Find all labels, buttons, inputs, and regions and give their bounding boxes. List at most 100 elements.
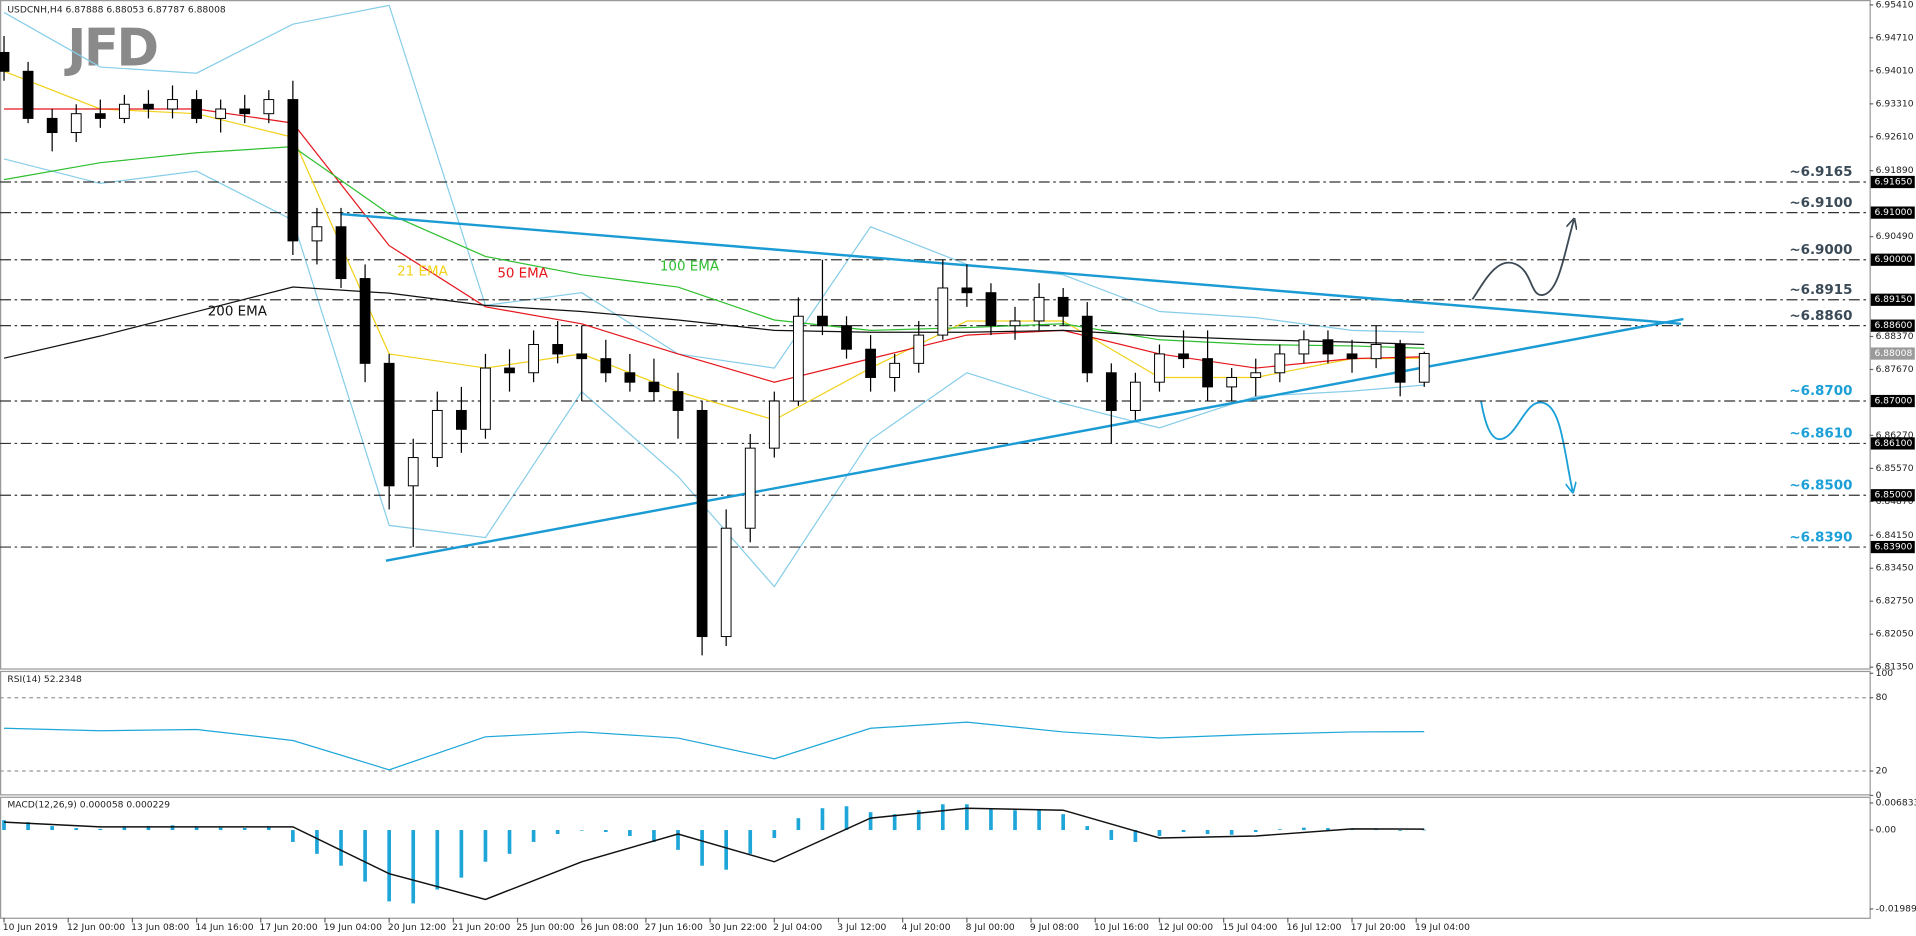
x-tick-label: 19 Jul 04:00 xyxy=(1415,922,1470,933)
macd-bar xyxy=(194,826,199,831)
candle-body xyxy=(1418,352,1430,383)
candle-body xyxy=(335,226,347,280)
candle-body xyxy=(191,99,202,119)
macd-bar xyxy=(868,812,873,831)
macd-bar xyxy=(2,820,6,831)
x-tick-label: 13 Jun 08:00 xyxy=(131,922,189,933)
candle-body xyxy=(1033,296,1045,322)
macd-bar xyxy=(916,810,921,831)
candle-body xyxy=(287,99,299,242)
macd-bar xyxy=(242,828,247,831)
ema-label: 21 EMA xyxy=(397,264,448,279)
macd-bar xyxy=(411,830,416,904)
macd-bar xyxy=(555,830,560,835)
level-axis-label: 6.86100 xyxy=(1874,438,1912,449)
macd-bar xyxy=(989,808,993,831)
candle-body xyxy=(648,381,660,393)
x-tick-label: 17 Jun 20:00 xyxy=(260,922,318,933)
rsi-panel-frame xyxy=(0,670,1871,796)
candle-body xyxy=(768,400,780,449)
macd-bar xyxy=(1157,830,1162,836)
macd-bar xyxy=(1061,814,1065,831)
x-tick-label: 4 Jul 20:00 xyxy=(901,922,950,933)
y-tick-label: 0.00 xyxy=(1876,825,1897,836)
x-tick-label: 30 Jun 22:00 xyxy=(709,922,767,933)
y-tick-label: 6.87670 xyxy=(1876,364,1914,375)
candle-body xyxy=(744,447,756,529)
candle-body xyxy=(696,409,708,638)
chart-title: USDCNH,H4 6.87888 6.88053 6.87787 6.8800… xyxy=(7,4,226,15)
macd-bar xyxy=(435,830,440,890)
macd-bar xyxy=(1326,828,1330,831)
candle-body xyxy=(576,353,588,360)
level-axis-label: 6.91000 xyxy=(1874,207,1912,218)
level-axis-label: 6.83900 xyxy=(1874,542,1912,553)
level-axis-label: 6.88600 xyxy=(1874,320,1912,331)
x-tick-label: 3 Jul 12:00 xyxy=(837,922,886,933)
y-tick-label: 6.85570 xyxy=(1876,463,1914,474)
candle-body xyxy=(1178,353,1189,360)
level-axis-label: 6.91650 xyxy=(1874,177,1912,188)
candle-body xyxy=(167,99,178,110)
candle-body xyxy=(143,103,154,110)
macd-bar xyxy=(748,830,753,854)
candle-body xyxy=(1202,358,1213,388)
candle-body xyxy=(0,51,10,72)
candle-body xyxy=(1394,344,1406,383)
candle-body xyxy=(1130,381,1141,411)
level-axis-label: 6.85000 xyxy=(1874,490,1912,501)
trendline xyxy=(385,317,1684,562)
x-tick-label: 9 Jul 08:00 xyxy=(1030,922,1079,933)
macd-bar xyxy=(459,830,464,878)
candle-body xyxy=(1346,353,1358,360)
last-price-label: 6.88008 xyxy=(1874,348,1912,359)
x-tick-label: 10 Jul 16:00 xyxy=(1094,922,1149,933)
macd-bar xyxy=(1133,830,1138,842)
macd-bar xyxy=(146,826,151,831)
ema-label: 100 EMA xyxy=(660,259,720,274)
x-tick-label: 26 Jun 08:00 xyxy=(581,922,639,933)
x-tick-label: 20 Jun 12:00 xyxy=(388,922,446,933)
y-tick-label: 6.84150 xyxy=(1876,530,1914,541)
macd-bar xyxy=(1205,830,1210,835)
candle-body xyxy=(359,278,371,364)
macd-bar xyxy=(1181,830,1186,833)
macd-bar xyxy=(724,830,728,870)
level-label: ~6.8500 xyxy=(1789,478,1852,493)
macd-bar xyxy=(339,830,343,866)
candle-body xyxy=(504,367,515,374)
candle-body xyxy=(817,315,828,327)
macd-bar xyxy=(603,830,608,833)
level-axis-box xyxy=(1870,540,1915,554)
candle-body xyxy=(239,108,251,115)
macd-bar xyxy=(820,808,825,831)
candle-body xyxy=(793,315,804,402)
macd-bar xyxy=(796,818,801,831)
level-label: ~6.8700 xyxy=(1789,384,1852,399)
macd-bar xyxy=(483,830,488,862)
y-tick-label: 6.93310 xyxy=(1876,98,1914,109)
macd-title: MACD(12,26,9) 0.000058 0.000229 xyxy=(7,800,170,811)
x-tick-label: 27 Jun 16:00 xyxy=(645,922,703,933)
scenario-arrow-down xyxy=(1480,400,1573,491)
x-tick-label: 19 Jun 04:00 xyxy=(324,922,382,933)
level-axis-label: 6.90000 xyxy=(1874,254,1912,265)
macd-bar xyxy=(98,828,103,831)
macd-bar xyxy=(170,825,175,831)
macd-bar xyxy=(700,830,704,866)
level-axis-label: 6.87000 xyxy=(1874,396,1912,407)
scenario-arrow-up xyxy=(1471,220,1573,300)
candle-body xyxy=(624,372,636,383)
candle-body xyxy=(263,99,275,115)
level-axis-box xyxy=(1870,319,1915,332)
y-tick-label: 6.82750 xyxy=(1876,596,1914,607)
candle-body xyxy=(865,348,876,378)
macd-bar xyxy=(363,830,367,882)
macd-bar xyxy=(772,830,777,838)
y-tick-label: 6.91890 xyxy=(1876,165,1914,176)
macd-bar xyxy=(291,830,295,842)
macd-bar xyxy=(507,830,512,854)
macd-signal-line xyxy=(3,807,1425,901)
